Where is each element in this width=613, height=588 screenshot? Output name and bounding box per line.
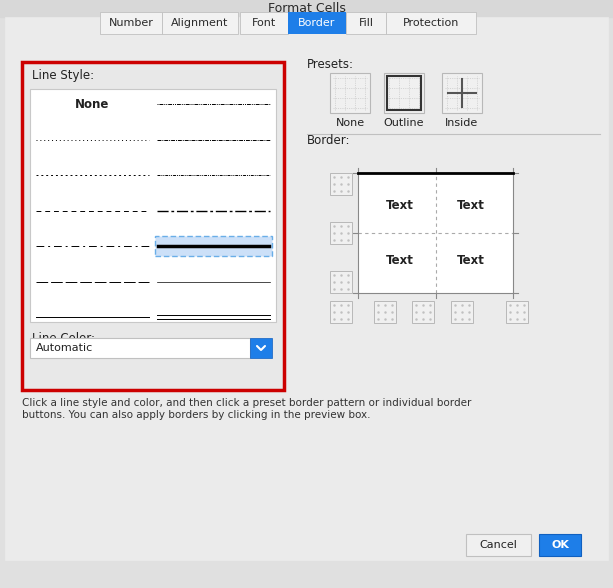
Bar: [100, 12, 162, 34]
Bar: [330, 73, 370, 113]
Text: Presets:: Presets:: [307, 58, 354, 72]
Text: Font: Font: [252, 18, 276, 28]
Bar: [386, 12, 476, 34]
Text: Number: Number: [109, 18, 153, 28]
Text: Cancel: Cancel: [479, 540, 517, 550]
Bar: [162, 12, 238, 34]
Bar: [30, 338, 250, 358]
Text: Click a line style and color, and then click a preset border pattern or individu: Click a line style and color, and then c…: [22, 398, 471, 420]
Bar: [346, 12, 386, 34]
Text: Border: Border: [299, 18, 336, 28]
Text: Format Cells: Format Cells: [267, 2, 346, 15]
Text: OK: OK: [551, 540, 569, 550]
Bar: [384, 73, 424, 113]
Text: Border:: Border:: [307, 135, 351, 148]
Text: Text: Text: [386, 254, 414, 267]
Bar: [22, 62, 284, 390]
Bar: [330, 301, 352, 323]
Text: Outline: Outline: [384, 118, 424, 128]
Text: Line Color:: Line Color:: [32, 332, 95, 345]
Bar: [250, 338, 272, 358]
Text: Alignment: Alignment: [171, 18, 229, 28]
Bar: [330, 173, 352, 195]
Bar: [373, 301, 395, 323]
Bar: [413, 301, 434, 323]
Text: Automatic: Automatic: [36, 343, 93, 353]
Bar: [155, 236, 272, 256]
Text: Fill: Fill: [359, 18, 373, 28]
Bar: [387, 76, 421, 110]
Bar: [451, 301, 473, 323]
Text: Text: Text: [457, 254, 485, 267]
Bar: [466, 534, 531, 556]
Bar: [539, 534, 581, 556]
Bar: [30, 89, 276, 322]
Bar: [506, 301, 528, 323]
Text: None: None: [335, 118, 365, 128]
Bar: [0, 0, 613, 17]
Text: Line Style:: Line Style:: [32, 69, 94, 82]
Bar: [330, 222, 352, 244]
Text: Inside: Inside: [446, 118, 479, 128]
Text: Text: Text: [386, 199, 414, 212]
Bar: [442, 73, 482, 113]
Bar: [288, 12, 346, 34]
Text: None: None: [75, 98, 110, 111]
Bar: [358, 173, 513, 293]
Text: Text: Text: [457, 199, 485, 212]
Bar: [330, 271, 352, 293]
Bar: [240, 12, 288, 34]
Text: Protection: Protection: [403, 18, 459, 28]
